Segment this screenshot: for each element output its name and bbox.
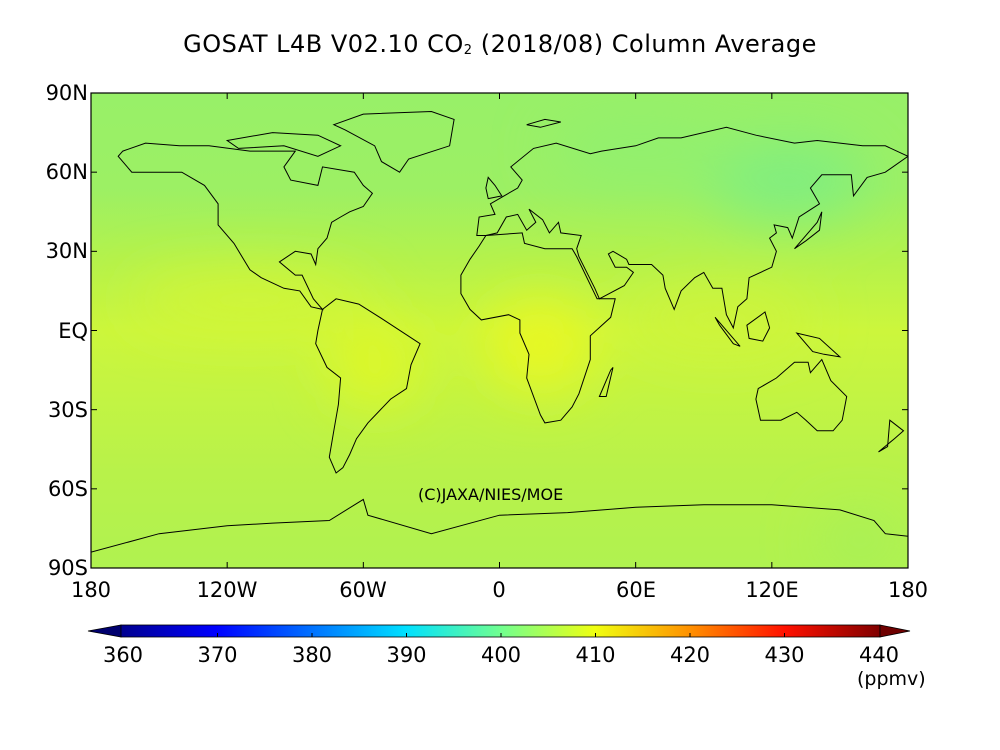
colorbar-tick-label: 400 [480, 643, 522, 667]
x-tick-label: 180 [887, 578, 929, 602]
colorbar-low-extend [87, 624, 122, 638]
coastline-eurasia [476, 126, 908, 330]
coastline-north-america [117, 142, 374, 311]
coastline-sumatra [714, 316, 741, 347]
colorbar-high-extend [879, 624, 911, 638]
colorbar-tick-label: 390 [386, 643, 427, 667]
coastline-borneo [746, 311, 771, 342]
coastline-australia [755, 358, 848, 432]
coastline-antarctica [91, 498, 908, 553]
y-tick-label: 60N [45, 160, 88, 184]
coastline-greenland [332, 110, 455, 173]
y-tick-label: 30S [47, 398, 88, 422]
copyright-label: (C)JAXA/NIES/MOE [418, 485, 564, 504]
coastline-uk [485, 176, 503, 200]
coastline-japan [794, 211, 823, 250]
colorbar-tick-label: 370 [197, 643, 238, 667]
colorbar-unit: (ppmv) [857, 668, 926, 690]
x-tick-label: 180 [70, 578, 112, 602]
x-tick-label: 0 [492, 578, 506, 602]
y-tick-label: 90S [47, 556, 88, 580]
colorbar-tick-label: 410 [575, 643, 616, 667]
coastline-canadian-arctic [225, 132, 342, 157]
figure-title: GOSAT L4B V02.10 CO2 (2018/08) Column Av… [183, 30, 817, 58]
colorbar-tick-label: 360 [102, 643, 144, 667]
colorbar-tick-label: 440 [858, 643, 900, 667]
coastline-africa [460, 232, 616, 424]
coastline-madagascar [598, 367, 614, 397]
y-tick-label: 30N [45, 239, 88, 263]
x-tick-label: 60W [339, 578, 387, 602]
coastline-new-guinea [795, 332, 842, 358]
y-tick-label: 60S [47, 477, 88, 501]
y-tick-label: 90N [45, 81, 88, 105]
coastline-svalbard [526, 118, 561, 128]
axis-ticks [90, 92, 909, 569]
x-tick-label: 120W [196, 578, 258, 602]
colorbar [87, 624, 911, 638]
coastline-new-zealand [878, 419, 905, 453]
x-tick-label: 60E [616, 578, 656, 602]
colorbar-tick-label: 430 [764, 643, 805, 667]
coastlines [91, 110, 908, 553]
y-tick-label: EQ [58, 319, 88, 343]
colorbar-tick-label: 380 [291, 643, 333, 667]
x-tick-label: 120E [745, 578, 799, 602]
co2-field [91, 93, 908, 568]
colorbar-tick-label: 420 [669, 643, 711, 667]
coastline-south-america [315, 298, 421, 474]
